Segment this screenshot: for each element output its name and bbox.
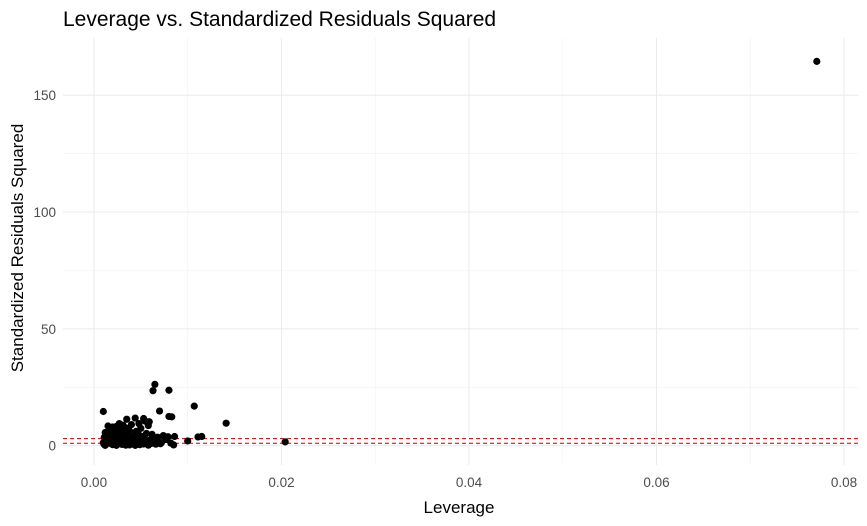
data-point (99, 407, 107, 416)
data-point (281, 438, 289, 446)
reference-lines (63, 438, 859, 444)
y-axis-label: Standardized Residuals Squared (8, 124, 27, 373)
data-point (120, 426, 128, 435)
x-tick-label: 0.02 (268, 475, 294, 490)
data-point (151, 380, 159, 389)
chart-title: Leverage vs. Standardized Residuals Squa… (63, 8, 496, 31)
data-point (222, 419, 230, 427)
data-point (131, 414, 139, 422)
data-point (144, 441, 152, 449)
data-point (144, 421, 152, 430)
grid (63, 38, 859, 465)
data-point (170, 432, 179, 441)
data-point (190, 402, 198, 410)
x-tick-label: 0.06 (643, 475, 669, 490)
y-tick-label: 150 (33, 88, 56, 103)
data-point (123, 415, 131, 423)
x-tick-label: 0.08 (831, 475, 857, 490)
data-point (101, 441, 109, 449)
data-point (149, 387, 157, 395)
data-point (137, 435, 145, 443)
data-points (99, 57, 821, 449)
x-tick-label: 0.00 (81, 475, 107, 490)
data-point (198, 432, 206, 441)
x-tick-label: 0.04 (456, 475, 483, 490)
y-tick-label: 50 (41, 322, 56, 337)
data-point (165, 386, 173, 394)
x-axis-ticks: 0.00 0.02 0.04 0.06 0.08 (81, 475, 857, 490)
data-point (150, 434, 158, 442)
data-point (127, 438, 136, 447)
data-point (156, 440, 165, 448)
data-point (127, 420, 136, 429)
data-point (167, 439, 175, 447)
data-point (122, 441, 130, 449)
data-point (168, 413, 176, 421)
x-axis-label: Leverage (424, 498, 495, 517)
y-tick-label: 100 (33, 205, 56, 220)
data-point (112, 441, 121, 449)
y-axis-ticks: 0 50 100 150 (33, 88, 56, 453)
data-point (155, 407, 164, 415)
data-point (107, 425, 115, 433)
data-point (184, 437, 192, 445)
data-point (134, 428, 142, 436)
data-point (813, 57, 821, 65)
y-tick-label: 0 (48, 439, 56, 454)
